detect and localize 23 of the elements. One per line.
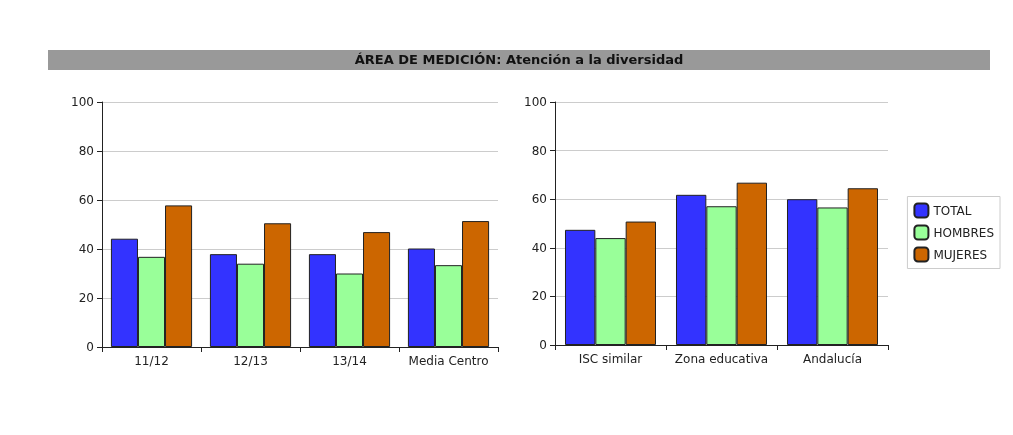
y-tick-label: 0 — [86, 340, 94, 354]
x-tick-label: Zona educativa — [674, 352, 769, 366]
x-tick-label: 12/13 — [233, 354, 268, 368]
x-tick-label: Media Centro — [408, 354, 489, 368]
y-tick-label: 20 — [78, 291, 94, 305]
y-tick-label: 0 — [539, 338, 547, 352]
y-tick-label: 40 — [531, 240, 547, 255]
x-tick-label: 13/14 — [332, 354, 367, 368]
x-tick-label: 11/12 — [134, 354, 169, 368]
y-tick-label: 80 — [78, 144, 94, 158]
x-tick-label: Andalucía — [802, 352, 863, 366]
y-tick-label: 40 — [78, 242, 94, 256]
y-tick-label: 60 — [531, 192, 547, 207]
legend-label: TOTAL — [932, 203, 972, 218]
legend-label: MUJERES — [933, 247, 988, 262]
y-tick-label: 100 — [71, 95, 94, 109]
y-tick-label: 100 — [524, 95, 547, 109]
y-tick-label: 20 — [531, 289, 547, 304]
y-tick-label: 60 — [78, 193, 94, 207]
y-tick-label: 80 — [531, 143, 547, 158]
x-tick-label: ISC similar — [578, 352, 643, 366]
chart-title: ÁREA DE MEDICIÓN: Atención a la diversidad — [48, 50, 990, 70]
legend-label: HOMBRES — [933, 225, 994, 240]
